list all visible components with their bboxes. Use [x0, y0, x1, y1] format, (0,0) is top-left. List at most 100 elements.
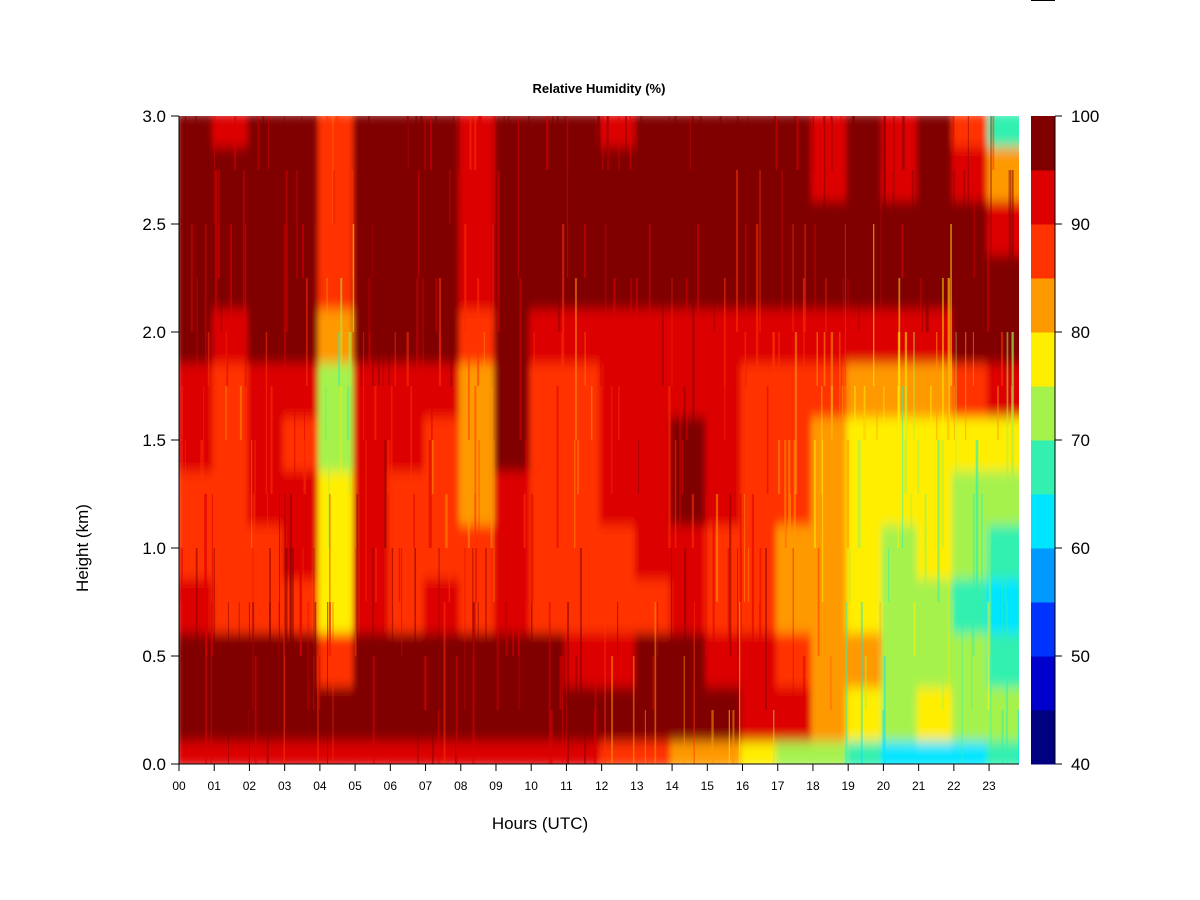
heatmap-streak [476, 278, 480, 386]
heatmap-streak [713, 278, 715, 332]
heatmap-streak [831, 116, 833, 170]
heatmap-streak [226, 494, 229, 602]
heatmap-cell [740, 116, 780, 148]
heatmap-streak [668, 116, 670, 278]
heatmap-cell [423, 116, 463, 148]
heatmap-cell [564, 300, 604, 364]
heatmap-streak [821, 440, 824, 602]
heatmap-streak [181, 386, 183, 494]
heatmap-streak [375, 548, 377, 602]
heatmap-streak [364, 656, 366, 710]
heatmap-streak [884, 116, 886, 278]
heatmap-streak [438, 548, 440, 656]
heatmap-streak [434, 116, 437, 278]
heatmap-streak [589, 170, 592, 278]
heatmap-streak [668, 386, 671, 548]
x-tick-label: 23 [982, 779, 996, 793]
heatmap-cell [916, 678, 956, 742]
heatmap-streak [507, 494, 510, 548]
heatmap-streak [638, 440, 640, 494]
heatmap-streak [640, 116, 643, 278]
heatmap-streak [275, 386, 278, 494]
heatmap-cell [705, 570, 745, 634]
heatmap-streak [825, 440, 828, 602]
heatmap-streak [383, 224, 386, 278]
heatmap-streak [226, 332, 229, 386]
heatmap-streak [692, 116, 694, 170]
heatmap-streak [478, 116, 482, 170]
heatmap-cell [846, 516, 886, 580]
heatmap-streak [314, 116, 316, 224]
heatmap-streak [517, 602, 520, 656]
heatmap-streak [317, 656, 319, 764]
heatmap-streak [825, 278, 827, 332]
heatmap-cell [810, 462, 851, 526]
heatmap-streak [963, 170, 965, 278]
colorbar-swatch [1031, 494, 1055, 549]
heatmap-streak [987, 602, 990, 710]
heatmap-streak [253, 494, 256, 602]
heatmap-cell [634, 408, 675, 472]
heatmap-cell [987, 246, 1019, 310]
heatmap-streak [313, 548, 315, 710]
heatmap-streak [372, 548, 374, 656]
colorbar-tick-label: 80 [1071, 323, 1090, 342]
heatmap-cell [282, 516, 322, 580]
x-tick-label: 05 [348, 779, 362, 793]
heatmap-cell [529, 192, 569, 256]
heatmap-streak [428, 440, 430, 548]
heatmap-streak [204, 494, 207, 602]
y-tick-label: 1.5 [142, 431, 166, 450]
heatmap-streak [739, 602, 741, 764]
heatmap-streak [816, 332, 818, 386]
heatmap-cell [493, 192, 534, 256]
heatmap-streak [789, 494, 791, 548]
heatmap-streak [744, 332, 747, 386]
heatmap-streak [289, 494, 292, 656]
heatmap-streak [511, 224, 513, 278]
colorbar-tick-label: 60 [1071, 539, 1090, 558]
heatmap-streak [813, 440, 816, 548]
heatmap-streak [846, 440, 850, 548]
heatmap-streak [214, 170, 218, 332]
heatmap-streak [605, 224, 607, 386]
heatmap-streak [402, 494, 404, 548]
heatmap-streak [854, 386, 856, 494]
heatmap-cell [810, 408, 851, 472]
heatmap-streak [842, 278, 844, 332]
heatmap-cell [951, 116, 992, 148]
heatmap-streak [546, 116, 549, 170]
heatmap-streak [902, 116, 904, 170]
heatmap-streak [965, 332, 967, 440]
heatmap-streak [860, 602, 863, 764]
heatmap-streak [948, 548, 950, 710]
heatmap-streak [804, 548, 806, 602]
heatmap-streak [948, 278, 950, 440]
heatmap-streak [218, 224, 220, 278]
heatmap-cell [951, 408, 992, 472]
heatmap-streak [950, 224, 952, 386]
heatmap-streak [839, 332, 841, 494]
heatmap-streak [329, 494, 331, 656]
heatmap-streak [326, 116, 329, 224]
heatmap-streak [289, 548, 291, 656]
heatmap-streak [605, 224, 609, 278]
heatmap-streak [406, 332, 409, 386]
heatmap-cell [564, 462, 604, 526]
heatmap-streak [863, 386, 866, 440]
heatmap-streak [597, 116, 599, 170]
heatmap-streak [367, 116, 370, 278]
heatmap-cell [951, 354, 992, 418]
heatmap-cell [916, 138, 956, 202]
colorbar-swatch [1031, 170, 1055, 225]
heatmap-streak [531, 602, 533, 710]
heatmap-streak [942, 278, 944, 440]
heatmap-streak [387, 440, 390, 494]
heatmap-cell [670, 116, 710, 148]
heatmap-streak [284, 494, 286, 656]
heatmap-streak [584, 710, 586, 764]
heatmap-cell [634, 624, 675, 688]
heatmap-streak [356, 494, 359, 656]
heatmap-streak [844, 224, 846, 386]
heatmap-streak [845, 602, 848, 764]
